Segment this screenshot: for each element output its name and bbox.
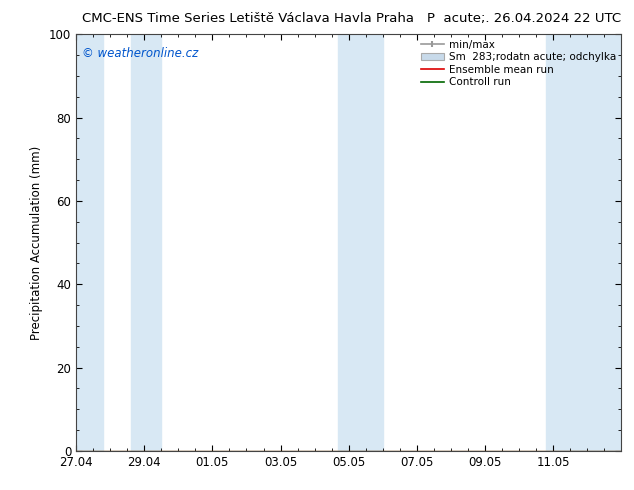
Legend: min/max, Sm  283;rodatn acute; odchylka, Ensemble mean run, Controll run: min/max, Sm 283;rodatn acute; odchylka, … (418, 37, 618, 89)
Bar (547, 34, 621, 451)
Y-axis label: Precipitation Accumulation (mm): Precipitation Accumulation (mm) (30, 146, 43, 340)
Bar (339, 34, 383, 451)
Bar (76, 34, 103, 451)
Bar (131, 34, 161, 451)
Text: © weatheronline.cz: © weatheronline.cz (82, 47, 198, 60)
Text: CMC-ENS Time Series Letiště Václava Havla Praha: CMC-ENS Time Series Letiště Václava Havl… (82, 12, 415, 25)
Text: P  acute;. 26.04.2024 22 UTC: P acute;. 26.04.2024 22 UTC (427, 12, 621, 25)
